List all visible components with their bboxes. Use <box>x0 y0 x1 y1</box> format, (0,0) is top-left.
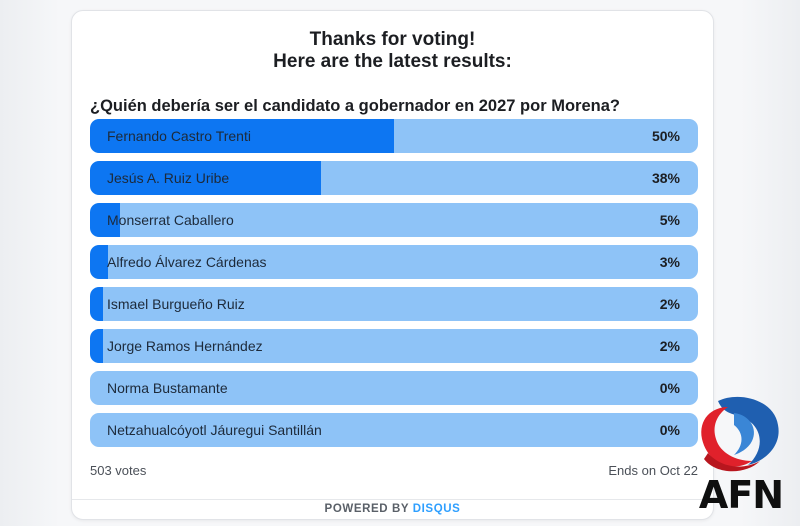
option-result-fill <box>90 287 103 321</box>
option-percent: 0% <box>659 422 680 438</box>
option-percent: 0% <box>659 380 680 396</box>
poll-option-3[interactable]: Monserrat Caballero 5% <box>90 203 698 237</box>
footer-divider <box>72 499 713 500</box>
poll-end-date: Ends on Oct 22 <box>608 463 698 478</box>
option-result-fill <box>90 161 322 195</box>
option-result-fill <box>90 245 109 279</box>
poll-option-2[interactable]: Jesús A. Ruiz Uribe 38% <box>90 161 698 195</box>
poll-card: Thanks for voting! Here are the latest r… <box>71 10 714 520</box>
option-percent: 38% <box>651 170 680 186</box>
poll-option-1[interactable]: Fernando Castro Trenti 50% <box>90 119 698 153</box>
option-label: Netzahualcóyotl Jáuregui Santillán <box>107 422 322 438</box>
option-percent: 2% <box>659 296 680 312</box>
header-line-1: Thanks for voting! <box>309 29 476 50</box>
option-label: Monserrat Caballero <box>107 212 234 228</box>
poll-option-6[interactable]: Jorge Ramos Hernández 2% <box>90 329 698 363</box>
afn-logo-text: AFN <box>698 473 784 517</box>
option-label: Alfredo Álvarez Cárdenas <box>107 254 267 270</box>
option-percent: 50% <box>651 128 680 144</box>
option-label: Jesús A. Ruiz Uribe <box>107 170 230 186</box>
afn-logo: AFN <box>690 395 792 519</box>
results-header: Thanks for voting! Here are the latest r… <box>72 29 713 73</box>
option-label: Ismael Burgueño Ruiz <box>107 296 245 312</box>
option-label: Jorge Ramos Hernández <box>107 338 263 354</box>
powered-by-disqus-link[interactable]: POWERED BY DISQUS <box>72 503 713 515</box>
option-result-fill <box>90 203 121 237</box>
option-result-fill <box>90 329 103 363</box>
afn-swirl-icon <box>701 396 779 472</box>
poll-option-8[interactable]: Netzahualcóyotl Jáuregui Santillán 0% <box>90 413 698 447</box>
header-line-2: Here are the latest results: <box>273 51 512 72</box>
poll-option-5[interactable]: Ismael Burgueño Ruiz 2% <box>90 287 698 321</box>
disqus-brand: DISQUS <box>412 503 461 515</box>
option-percent: 5% <box>659 212 680 228</box>
vote-count: 503 votes <box>90 463 147 478</box>
poll-options: Fernando Castro Trenti 50% Jesús A. Ruiz… <box>90 119 698 455</box>
option-label: Fernando Castro Trenti <box>107 128 251 144</box>
option-result-fill <box>90 119 394 153</box>
option-percent: 3% <box>659 254 680 270</box>
option-label: Norma Bustamante <box>107 380 228 396</box>
poll-question: ¿Quién debería ser el candidato a gobern… <box>90 97 620 115</box>
powered-by-text: POWERED BY <box>324 503 409 515</box>
option-percent: 2% <box>659 338 680 354</box>
poll-option-7[interactable]: Norma Bustamante 0% <box>90 371 698 405</box>
poll-option-4[interactable]: Alfredo Álvarez Cárdenas 3% <box>90 245 698 279</box>
